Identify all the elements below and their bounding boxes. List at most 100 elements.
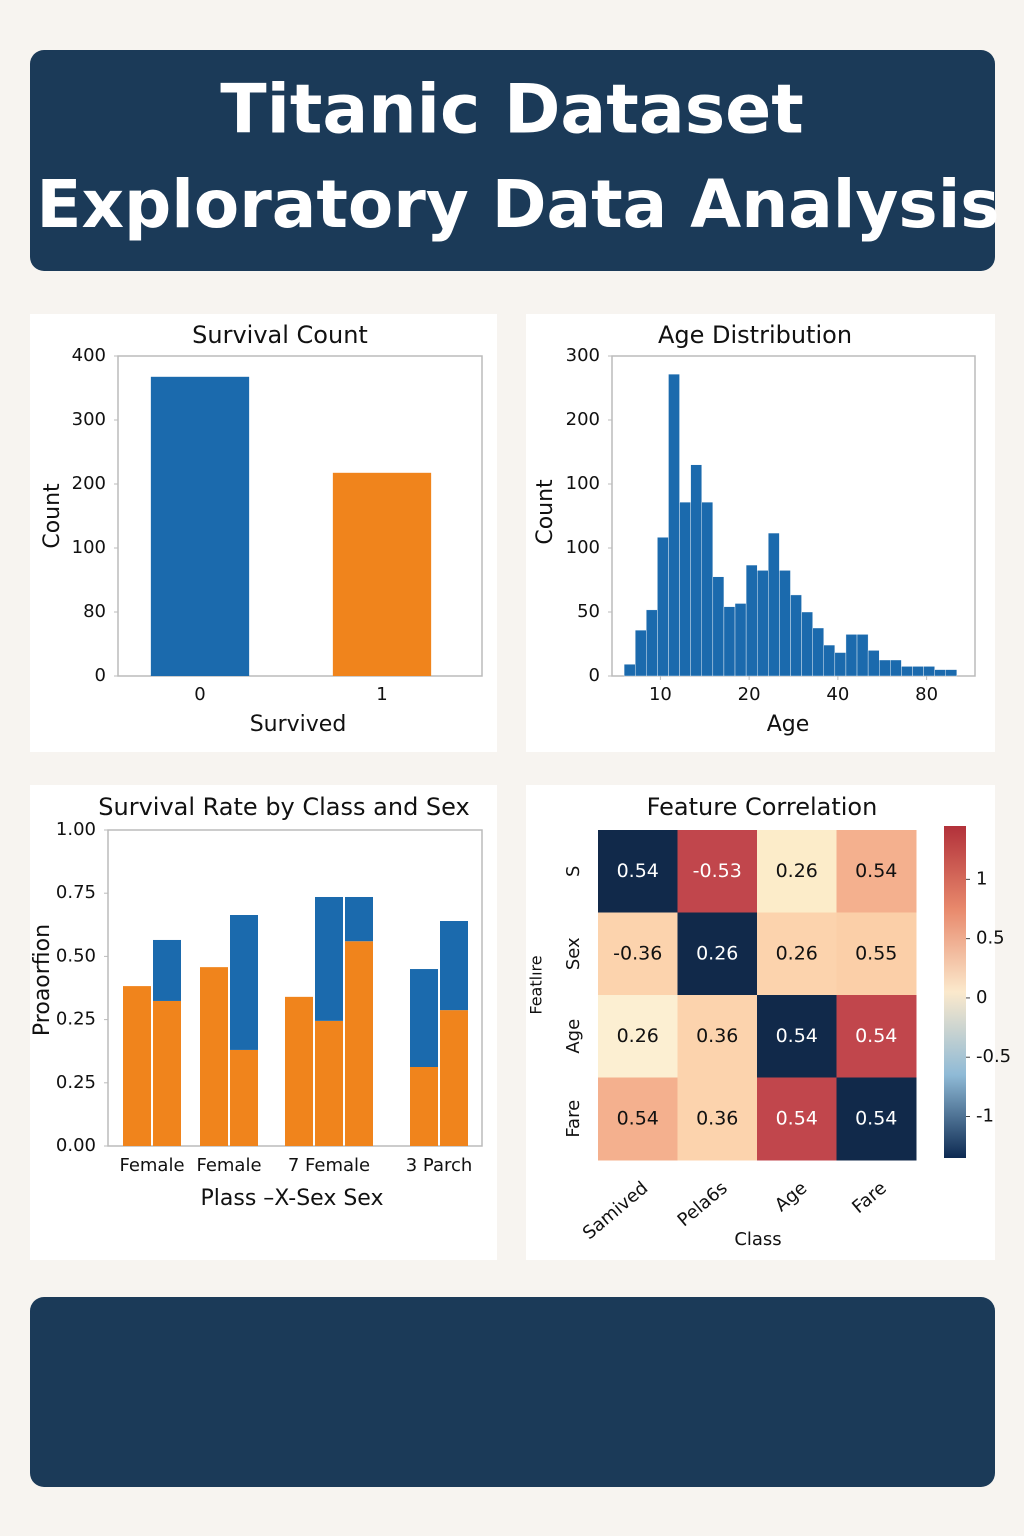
y-tick-label: 0.75 bbox=[56, 882, 96, 903]
header-title: Exploratory Data Analysis bbox=[36, 166, 999, 243]
bar-segment bbox=[345, 896, 373, 942]
chart-title: Survival Count bbox=[192, 321, 368, 349]
x-tick-label: 7 Female bbox=[288, 1155, 370, 1176]
header-title: Titanic Dataset bbox=[220, 71, 804, 150]
histogram-bar bbox=[745, 564, 758, 677]
histogram-bar bbox=[712, 576, 725, 677]
histogram-bar bbox=[812, 627, 824, 677]
histogram-bar bbox=[668, 373, 680, 677]
histogram-bar bbox=[867, 650, 880, 677]
heatmap-cell bbox=[836, 1077, 917, 1161]
footer-banner bbox=[30, 1297, 995, 1487]
cell-label: 0.54 bbox=[855, 1107, 897, 1129]
y-tick-label: 0.50 bbox=[56, 945, 96, 966]
bar-segment bbox=[345, 941, 373, 1146]
chart-title: Feature Correlation bbox=[647, 793, 878, 821]
colorbar-tick-label: 0.5 bbox=[976, 928, 1005, 949]
y-tick-label: 80 bbox=[83, 601, 106, 622]
cell-label: 0.54 bbox=[855, 860, 897, 882]
y-tick-label: 300 bbox=[72, 409, 106, 430]
y-tick-label: 100 bbox=[566, 537, 600, 558]
heatmap-cell bbox=[757, 1077, 837, 1161]
heatmap-cell bbox=[677, 912, 758, 996]
y-tick-label: 0.00 bbox=[56, 1135, 96, 1156]
bar-segment bbox=[200, 967, 228, 1146]
heatmap-cell bbox=[836, 830, 917, 913]
cell-label: 0.36 bbox=[696, 1107, 738, 1129]
cell-label: -0.53 bbox=[693, 860, 742, 882]
bar-segment bbox=[230, 1049, 258, 1146]
x-tick-label: 3 Parch bbox=[406, 1155, 473, 1176]
y-tick-label: 0 bbox=[589, 665, 600, 686]
bar-segment bbox=[410, 1067, 438, 1146]
x-tick-label: 40 bbox=[826, 684, 849, 705]
x-tick-label: 10 bbox=[649, 684, 672, 705]
heatmap-cell bbox=[677, 1077, 758, 1161]
cell-label: 0.55 bbox=[855, 942, 897, 964]
bar-segment bbox=[315, 1020, 343, 1146]
y-axis-label: Count bbox=[40, 483, 65, 549]
colorbar bbox=[944, 826, 966, 1158]
colorbar-tick-label: 0 bbox=[976, 987, 987, 1008]
bar-segment bbox=[285, 996, 313, 1146]
row-label: S bbox=[563, 866, 584, 877]
bar-segment bbox=[153, 1000, 181, 1146]
y-tick-label: 100 bbox=[566, 473, 600, 494]
bar-segment bbox=[410, 969, 438, 1067]
histogram-bar bbox=[634, 629, 647, 677]
heatmap-cell bbox=[598, 830, 678, 913]
heatmap-cell bbox=[598, 995, 678, 1078]
histogram-bar bbox=[801, 611, 813, 677]
histogram-bar bbox=[912, 666, 924, 677]
y-tick-label: 200 bbox=[72, 473, 106, 494]
histogram-bar bbox=[923, 666, 935, 677]
y-tick-label: 200 bbox=[566, 409, 600, 430]
y-tick-label: 1.00 bbox=[56, 819, 96, 840]
x-tick-label: Female bbox=[196, 1155, 261, 1176]
histogram-bar bbox=[890, 659, 902, 677]
colorbar-tick-label: -1 bbox=[976, 1106, 994, 1127]
cell-label: 0.36 bbox=[696, 1025, 738, 1047]
bar-segment bbox=[123, 986, 151, 1146]
bar-segment bbox=[153, 939, 181, 1001]
histogram-bar bbox=[934, 669, 946, 677]
histogram-bar bbox=[679, 501, 691, 677]
cell-label: 0.54 bbox=[776, 1107, 818, 1129]
histogram-bar bbox=[690, 464, 702, 677]
histogram-bar bbox=[646, 609, 658, 677]
cell-label: 0.54 bbox=[776, 1025, 818, 1047]
panel bbox=[526, 314, 995, 752]
row-label: Age bbox=[563, 1019, 584, 1054]
histogram-bar bbox=[856, 634, 869, 677]
histogram-bar bbox=[768, 532, 780, 677]
colorbar-tick-label: -0.5 bbox=[976, 1046, 1011, 1067]
y-tick-label: 100 bbox=[72, 537, 106, 558]
cell-label: 0.26 bbox=[776, 860, 818, 882]
cell-label: 0.54 bbox=[855, 1025, 897, 1047]
bar bbox=[332, 472, 432, 676]
cell-label: -0.36 bbox=[613, 942, 662, 964]
chart-title: Age Distribution bbox=[658, 321, 852, 349]
bar-segment bbox=[230, 915, 258, 1050]
row-label: Sex bbox=[563, 937, 584, 970]
cell-label: 0.54 bbox=[617, 1107, 659, 1129]
bar-segment bbox=[440, 921, 468, 1011]
histogram-bar bbox=[823, 644, 836, 677]
y-axis-label: Featlıre bbox=[527, 955, 546, 1014]
heatmap-cell bbox=[598, 1077, 678, 1161]
x-tick-label: 1 bbox=[376, 684, 387, 705]
x-tick-label: 80 bbox=[915, 684, 938, 705]
heatmap-cell bbox=[677, 830, 758, 913]
heatmap-cell bbox=[677, 995, 758, 1078]
histogram-bar bbox=[701, 501, 714, 677]
bar bbox=[150, 376, 250, 676]
histogram-bar bbox=[734, 603, 747, 677]
y-tick-label: 50 bbox=[577, 601, 600, 622]
y-tick-label: 0.25 bbox=[56, 1072, 96, 1093]
bar-segment bbox=[315, 896, 343, 1021]
x-tick-label: 20 bbox=[738, 684, 761, 705]
x-tick-label: 0 bbox=[194, 684, 205, 705]
x-axis-label: Class bbox=[734, 1229, 781, 1250]
x-axis-label: Plass –X-Sex Sex bbox=[201, 1186, 384, 1211]
